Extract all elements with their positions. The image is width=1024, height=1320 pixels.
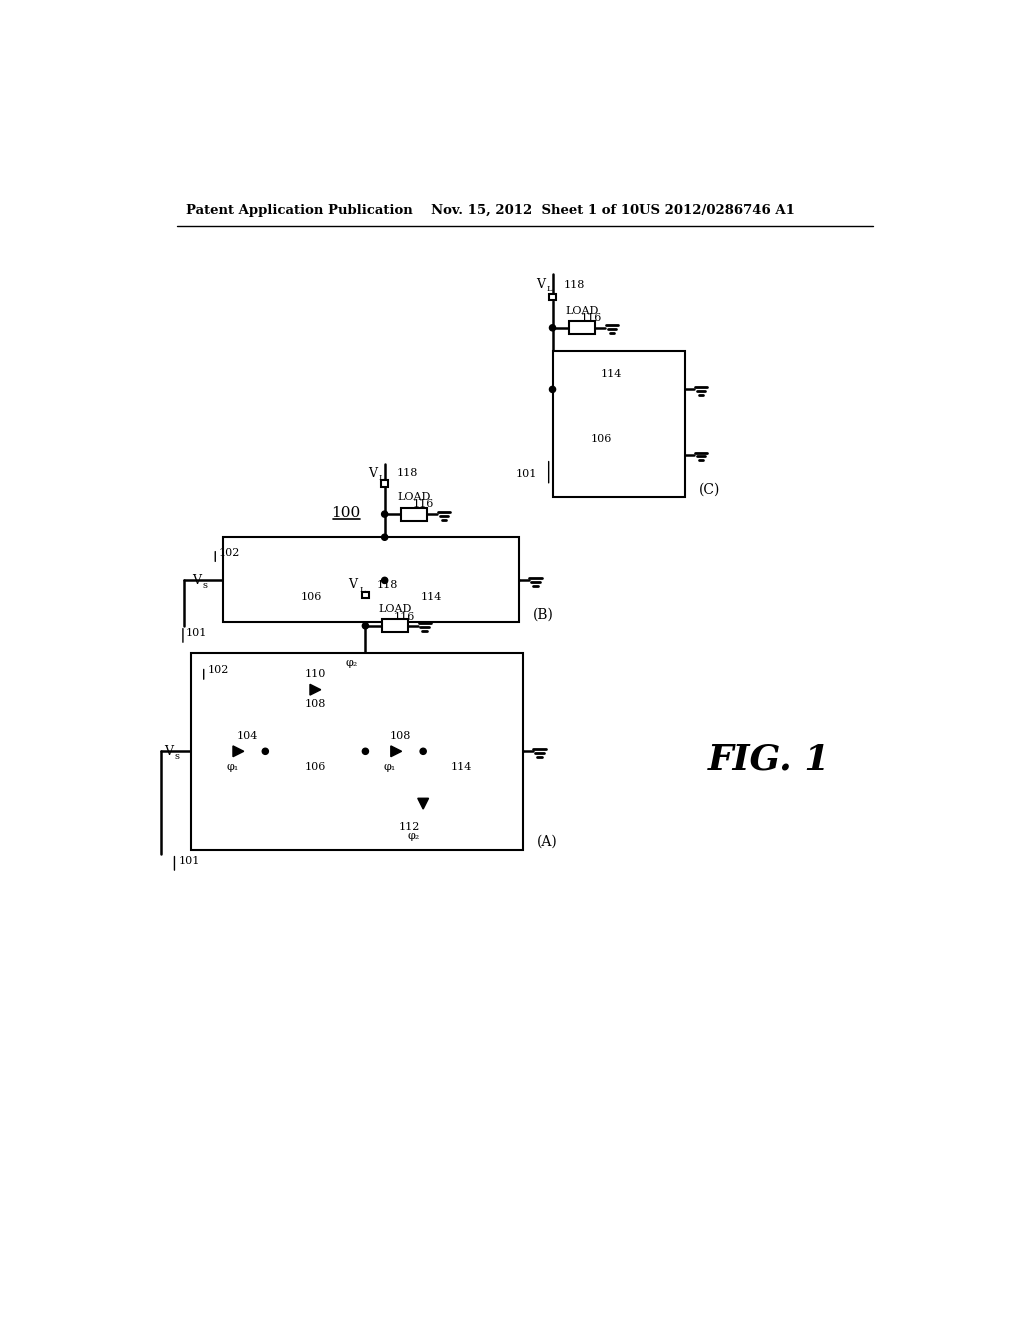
Text: FIG. 1: FIG. 1: [708, 742, 830, 776]
Polygon shape: [310, 684, 321, 696]
Text: 100: 100: [332, 506, 360, 520]
Text: s: s: [202, 581, 207, 590]
Circle shape: [262, 748, 268, 755]
Text: 102: 102: [208, 665, 229, 675]
Text: 116: 116: [413, 499, 434, 510]
Bar: [553, 351, 685, 498]
Text: 114: 114: [451, 762, 472, 772]
Text: 102: 102: [219, 548, 241, 557]
Bar: [381, 480, 388, 487]
Text: φ₂: φ₂: [345, 657, 357, 668]
Text: Patent Application Publication: Patent Application Publication: [186, 205, 413, 218]
Text: V: V: [165, 744, 173, 758]
Text: 118: 118: [564, 280, 586, 289]
Circle shape: [420, 748, 426, 755]
Bar: [549, 293, 556, 301]
Bar: [361, 591, 369, 598]
Text: 101: 101: [178, 857, 200, 866]
Text: 116: 116: [393, 611, 415, 622]
Circle shape: [550, 387, 556, 392]
Text: 118: 118: [396, 469, 418, 478]
Text: 104: 104: [237, 731, 258, 741]
Text: φ₁: φ₁: [384, 762, 396, 772]
Text: LOAD: LOAD: [565, 306, 598, 315]
Text: φ₁: φ₁: [226, 762, 239, 772]
Text: L: L: [379, 474, 384, 482]
Text: US 2012/0286746 A1: US 2012/0286746 A1: [639, 205, 795, 218]
Text: 114: 114: [601, 370, 623, 379]
Text: 114: 114: [420, 593, 441, 602]
Text: (B): (B): [534, 607, 554, 622]
Circle shape: [382, 577, 388, 583]
Text: (A): (A): [538, 836, 558, 849]
Circle shape: [362, 623, 369, 628]
Text: V: V: [536, 279, 545, 292]
Text: LOAD: LOAD: [378, 603, 412, 614]
Text: 110: 110: [305, 669, 326, 680]
Text: 116: 116: [581, 313, 602, 323]
Circle shape: [362, 748, 369, 755]
Circle shape: [382, 511, 388, 517]
Text: 112: 112: [398, 822, 420, 832]
Text: 106: 106: [591, 434, 612, 445]
Text: 106: 106: [305, 762, 326, 772]
Text: 101: 101: [516, 469, 538, 479]
Bar: [568, 321, 595, 334]
Text: 106: 106: [301, 593, 323, 602]
Circle shape: [550, 325, 556, 331]
Text: LOAD: LOAD: [397, 492, 431, 502]
Text: 101: 101: [186, 628, 208, 639]
Text: L: L: [547, 285, 552, 293]
Text: s: s: [174, 752, 179, 762]
Polygon shape: [391, 746, 401, 756]
Polygon shape: [418, 799, 429, 809]
Text: 108: 108: [389, 731, 411, 741]
Text: φ₂: φ₂: [408, 832, 420, 841]
Text: 108: 108: [305, 698, 326, 709]
Polygon shape: [233, 746, 244, 756]
Bar: [190, 653, 523, 850]
Circle shape: [382, 535, 388, 540]
Text: V: V: [368, 467, 377, 480]
Bar: [382, 619, 408, 632]
Text: (C): (C): [698, 483, 720, 496]
Text: Nov. 15, 2012  Sheet 1 of 10: Nov. 15, 2012 Sheet 1 of 10: [431, 205, 639, 218]
Bar: [400, 508, 427, 520]
Text: V: V: [193, 574, 202, 587]
Text: L: L: [359, 586, 365, 594]
Bar: [223, 537, 519, 622]
Text: V: V: [348, 578, 357, 591]
Text: 118: 118: [377, 579, 398, 590]
